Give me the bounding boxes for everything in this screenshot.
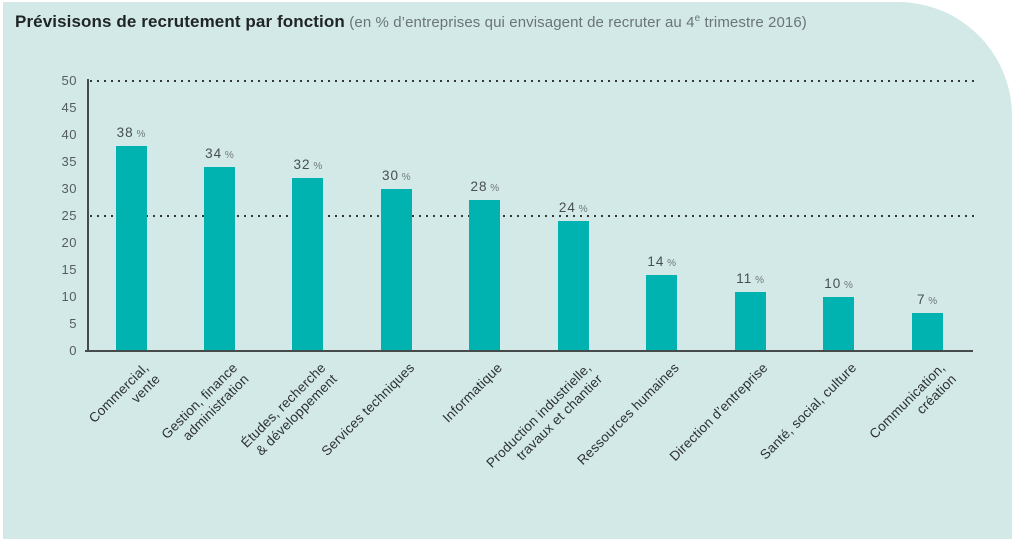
- bar-9: [823, 297, 855, 351]
- bar-value-percent-sign: %: [664, 258, 677, 270]
- y-axis-tick-label: 15: [61, 262, 77, 277]
- x-axis-category-label: Commercial, vente: [85, 360, 163, 426]
- gridline-25: [90, 215, 975, 217]
- chart-subtitle-tail: trimestre 2016): [700, 14, 807, 31]
- bar-value-percent-sign: %: [133, 128, 146, 140]
- bar-value-percent-sign: %: [399, 172, 411, 183]
- bar-value-number: 38: [116, 124, 134, 140]
- bar-value-percent-sign: %: [487, 182, 500, 194]
- chart-header: Prévisisons de recrutement par fonction …: [15, 12, 985, 32]
- bar-1: [115, 145, 147, 351]
- bar-value-label: 7 %: [892, 292, 962, 307]
- bar-3: [292, 178, 324, 351]
- bar-value-number: 28: [470, 178, 488, 194]
- bar-value-number: 32: [293, 157, 311, 173]
- y-axis-tick-label: 25: [61, 208, 77, 223]
- bar-value-label: 10 %: [804, 276, 874, 291]
- y-axis-line: [87, 79, 89, 351]
- bar-value-label: 32 %: [273, 157, 343, 172]
- x-axis-category-label: Communication, création: [866, 360, 959, 442]
- bar-value-label: 30 %: [361, 168, 431, 183]
- bar-value-label: 38 %: [96, 125, 166, 140]
- gridline-50: [90, 80, 975, 82]
- bar-value-number: 34: [205, 146, 223, 162]
- bar-value-percent-sign: %: [222, 150, 234, 162]
- y-axis-tick-label: 40: [61, 127, 77, 142]
- y-axis-tick-label: 0: [69, 343, 77, 358]
- bar-value-label: 34 %: [184, 146, 254, 161]
- y-axis-tick-label: 50: [61, 73, 77, 88]
- bar-value-number: 10: [824, 276, 842, 291]
- bar-4: [380, 189, 412, 351]
- bar-value-number: 24: [558, 200, 576, 216]
- bar-value-number: 30: [381, 168, 400, 183]
- y-axis-tick-label: 35: [61, 154, 77, 169]
- y-axis-tick-label: 10: [61, 289, 77, 304]
- y-axis-tick-label: 30: [61, 181, 77, 196]
- x-axis-category-label: Direction d’entreprise: [666, 360, 771, 464]
- bar-value-label: 11 %: [715, 271, 785, 286]
- bar-value-label: 24 %: [538, 200, 608, 215]
- bar-value-percent-sign: %: [575, 204, 588, 216]
- bar-8: [734, 291, 766, 351]
- bar-value-percent-sign: %: [841, 280, 853, 291]
- bar-5: [469, 199, 501, 351]
- bar-value-label: 14 %: [627, 254, 697, 269]
- x-axis-line: [85, 350, 973, 352]
- bar-7: [646, 275, 678, 351]
- chart-card: [3, 2, 1012, 539]
- bar-2: [203, 167, 235, 351]
- bar-value-label: 28 %: [450, 179, 520, 194]
- bar-value-number: 11: [736, 270, 753, 286]
- y-axis-tick-label: 5: [69, 316, 77, 331]
- x-axis-category-label: Santé, social, culture: [756, 360, 860, 463]
- chart-subtitle-superscript: e: [694, 13, 701, 24]
- bar-value-percent-sign: %: [752, 274, 764, 286]
- chart-subtitle: (en % d’entreprises qui envisagent de re…: [349, 13, 807, 31]
- y-axis-tick-label: 45: [61, 100, 77, 115]
- bar-value-number: 14: [647, 254, 665, 270]
- chart-subtitle-text: (en % d’entreprises qui envisagent de re…: [349, 14, 695, 31]
- bar-value-percent-sign: %: [310, 161, 323, 173]
- bar-value-percent-sign: %: [925, 296, 938, 308]
- chart-title: Prévisisons de recrutement par fonction: [15, 12, 345, 31]
- y-axis-tick-label: 20: [61, 235, 77, 250]
- bar-10: [911, 313, 943, 351]
- bar-6: [557, 221, 589, 351]
- x-axis-category-label: Informatique: [440, 360, 506, 426]
- bar-value-number: 7: [916, 292, 926, 308]
